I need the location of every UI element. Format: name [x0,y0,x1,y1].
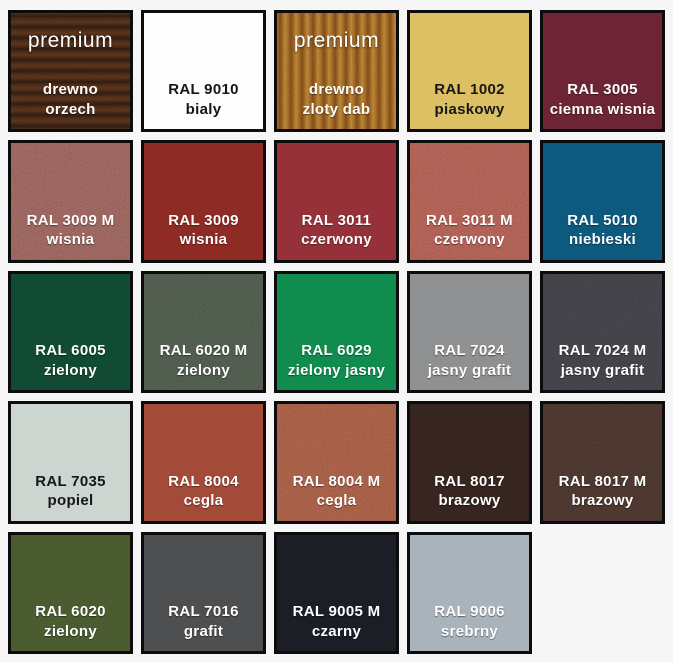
color-name-pl: czerwony [434,231,505,249]
swatch-drewno-zloty-dab[interactable]: premium drewno zloty dab [274,10,399,133]
color-name-pl: wisnia [46,231,95,249]
ral-code: RAL 8017 [434,472,505,490]
swatch-label: RAL 3005 ciemna wisnia [543,80,662,119]
swatch-ral-8004-m-cegla[interactable]: RAL 8004 M cegla [274,401,399,524]
color-name-pl: brazowy [571,492,634,510]
swatch-label: RAL 8004 cegla [144,472,263,511]
swatch-label: RAL 8017 brazowy [410,472,529,511]
ral-code: RAL 9010 [168,81,239,99]
swatch-ral-7024-m-jasny-grafit[interactable]: RAL 7024 M jasny grafit [540,270,665,394]
ral-code: RAL 3011 M [426,211,513,229]
swatch-ral-7016-grafit[interactable]: RAL 7016 grafit [141,531,266,654]
swatch-ral-6020-m-zielony[interactable]: RAL 6020 M zielony [141,270,266,394]
color-name-pl: zielony [44,361,97,379]
swatch-ral-8017-brazowy[interactable]: RAL 8017 brazowy [407,401,532,524]
swatch-label: RAL 1002 piaskowy [410,80,529,119]
color-name-pl: ciemna wisnia [549,100,656,118]
ral-code: RAL 5010 [567,211,638,229]
swatch-label: RAL 7016 grafit [144,602,263,641]
color-name-pl: popiel [47,492,94,510]
color-name-pl: piaskowy [434,100,505,118]
premium-badge: premium [293,29,380,52]
swatch-ral-6020-zielony[interactable]: RAL 6020 zielony [8,531,133,654]
swatch-ral-9006-srebrny[interactable]: RAL 9006 srebrny [407,531,532,654]
color-name-pl: cegla [183,492,224,510]
swatch-ral-6029-zielony-jasny[interactable]: RAL 6029 zielony jasny [274,270,399,394]
color-name-pl: zloty dab [302,100,371,118]
ral-code: RAL 3009 [168,211,239,229]
swatch-ral-3005-ciemna-wisnia[interactable]: RAL 3005 ciemna wisnia [540,10,665,133]
ral-code: RAL 6020 M [159,342,248,360]
ral-code: drewno [42,81,99,99]
swatch-label: RAL 6020 M zielony [144,341,263,380]
ral-code: RAL 8004 M [292,472,381,490]
swatch-label: RAL 6029 zielony jasny [277,341,396,380]
swatch-ral-5010-niebieski[interactable]: RAL 5010 niebieski [540,140,665,263]
swatch-ral-7035-popiel[interactable]: RAL 7035 popiel [8,401,133,524]
swatch-ral-3011-m-czerwony[interactable]: RAL 3011 M czerwony [407,140,532,263]
color-name-pl: srebrny [440,622,499,640]
swatch-ral-7024-jasny-grafit[interactable]: RAL 7024 jasny grafit [407,270,532,394]
ral-code: RAL 6005 [35,342,106,360]
swatch-label: RAL 9010 bialy [144,80,263,119]
swatch-label: RAL 3011 czerwony [277,211,396,250]
ral-code: RAL 9005 M [292,603,381,620]
ral-code: drewno [308,81,365,99]
premium-badge: premium [27,29,114,52]
color-name-pl: jasny grafit [427,361,512,379]
color-name-pl: wisnia [179,231,228,249]
swatch-ral-3011-czerwony[interactable]: RAL 3011 czerwony [274,140,399,263]
swatch-label: RAL 3009 wisnia [144,211,263,250]
color-name-pl: brazowy [438,492,501,510]
swatch-label: RAL 6020 zielony [11,602,130,641]
swatch-label: RAL 6005 zielony [11,341,130,380]
ral-code: RAL 7016 [168,603,239,620]
ral-code: RAL 7024 M [558,342,647,360]
swatch-label: RAL 5010 niebieski [543,211,662,250]
color-name-pl: bialy [185,100,222,118]
swatch-ral-8004-cegla[interactable]: RAL 8004 cegla [141,401,266,524]
ral-code: RAL 8004 [168,472,239,490]
swatch-label: RAL 9005 M czarny [277,602,396,641]
swatch-label: RAL 7035 popiel [11,472,130,511]
color-name-pl: czarny [311,622,362,640]
swatch-ral-9005-m-czarny[interactable]: RAL 9005 M czarny [274,531,399,654]
color-name-pl: zielony [44,622,97,640]
swatch-ral-3009-m-wisnia[interactable]: RAL 3009 M wisnia [8,140,133,263]
swatch-label: RAL 3009 M wisnia [11,211,130,250]
swatch-ral-3009-wisnia[interactable]: RAL 3009 wisnia [141,140,266,263]
swatch-label: RAL 9006 srebrny [410,602,529,641]
color-name-pl: czerwony [301,231,372,249]
color-name-pl: niebieski [569,231,636,249]
swatch-label: RAL 7024 jasny grafit [410,341,529,380]
swatch-ral-9010-bialy[interactable]: RAL 9010 bialy [141,10,266,133]
color-name-pl: cegla [316,492,357,510]
swatch-label: RAL 8017 M brazowy [543,472,662,511]
swatch-drewno-orzech[interactable]: premium drewno orzech [8,10,133,133]
ral-code: RAL 6020 [35,603,106,620]
swatch-label: RAL 8004 M cegla [277,472,396,511]
color-name-pl: orzech [45,100,96,118]
swatch-label: RAL 7024 M jasny grafit [543,341,662,380]
ral-code: RAL 9006 [434,603,505,620]
ral-code: RAL 6029 [301,342,372,360]
swatch-ral-8017-m-brazowy[interactable]: RAL 8017 M brazowy [540,401,665,524]
swatch-label: drewno zloty dab [277,80,396,119]
swatch-label: drewno orzech [11,80,130,119]
ral-code: RAL 1002 [434,81,505,99]
ral-code: RAL 3005 [567,81,638,99]
color-name-pl: grafit [183,622,224,640]
ral-code: RAL 3011 [301,211,372,229]
swatch-ral-6005-zielony[interactable]: RAL 6005 zielony [8,270,133,394]
ral-code: RAL 7035 [35,472,106,490]
color-name-pl: jasny grafit [560,361,645,379]
ral-code: RAL 3009 M [26,211,115,229]
swatch-ral-1002-piaskowy[interactable]: RAL 1002 piaskowy [407,10,532,133]
ral-code: RAL 8017 M [558,472,647,490]
color-name-pl: zielony jasny [287,361,386,379]
ral-code: RAL 7024 [434,342,505,360]
color-name-pl: zielony [177,361,230,379]
swatch-label: RAL 3011 M czerwony [410,211,529,250]
